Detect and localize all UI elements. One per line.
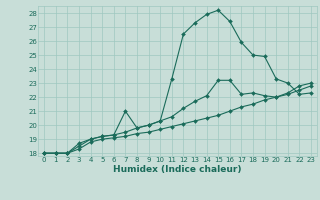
X-axis label: Humidex (Indice chaleur): Humidex (Indice chaleur) [113,165,242,174]
